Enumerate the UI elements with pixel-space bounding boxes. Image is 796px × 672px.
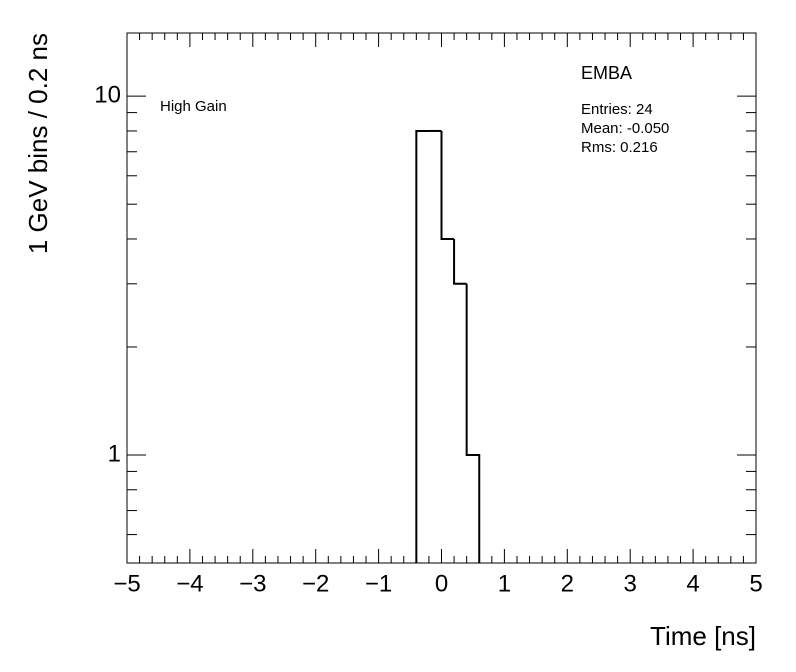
stats-entry: Rms: 0.216 bbox=[581, 139, 658, 156]
histogram-bin bbox=[415, 129, 429, 563]
y-tick-label: 10 bbox=[94, 82, 121, 109]
x-tick-label: 1 bbox=[498, 570, 511, 597]
y-axis-label: 1 GeV bins / 0.2 ns bbox=[23, 33, 53, 254]
y-tick-label: 1 bbox=[108, 440, 121, 467]
x-tick-label: −1 bbox=[365, 570, 392, 597]
x-tick-label: 5 bbox=[749, 570, 762, 597]
x-tick-label: 0 bbox=[435, 570, 448, 597]
x-axis-label: Time [ns] bbox=[650, 621, 756, 651]
histogram-bin bbox=[453, 238, 467, 285]
x-tick-label: 3 bbox=[624, 570, 637, 597]
chart-title: EMBA bbox=[581, 63, 632, 83]
stats-entry: Entries: 24 bbox=[581, 101, 653, 118]
x-tick-label: −4 bbox=[176, 570, 203, 597]
x-tick-label: −3 bbox=[239, 570, 266, 597]
annotation: High Gain bbox=[160, 98, 227, 115]
histogram-bin bbox=[465, 283, 481, 563]
x-tick-label: −5 bbox=[113, 570, 140, 597]
x-tick-label: 4 bbox=[686, 570, 699, 597]
x-tick-label: 2 bbox=[561, 570, 574, 597]
histogram-bin bbox=[440, 130, 455, 240]
stats-entry: Mean: -0.050 bbox=[581, 120, 669, 137]
x-tick-label: −2 bbox=[302, 570, 329, 597]
